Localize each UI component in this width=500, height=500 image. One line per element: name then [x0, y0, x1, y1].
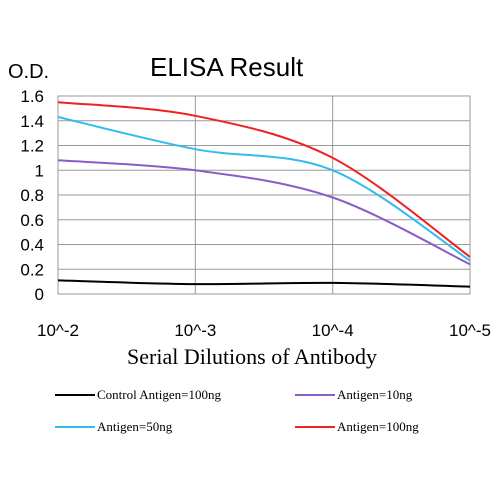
x-tick-label: 10^-4	[312, 321, 354, 340]
y-tick-label: 0.8	[20, 186, 44, 205]
x-tick-label: 10^-5	[449, 321, 491, 340]
y-tick-label: 1	[35, 161, 44, 180]
y-tick-label: 1.4	[20, 112, 44, 131]
series-line-1	[57, 159, 471, 266]
plot-area: 0 0.2 0.4 0.6 0.8 1 1.2 1.4 1.6 10^-2 10^-3 10^-4 10…	[20, 87, 491, 340]
series-line-3	[57, 101, 471, 258]
y-tick-label: 1.2	[20, 137, 44, 156]
legend-label: Antigen=100ng	[337, 419, 419, 434]
series-line-2	[57, 116, 471, 262]
y-tick-label: 0.2	[20, 260, 44, 279]
chart-title: ELISA Result	[150, 52, 304, 82]
y-tick-label: 1.6	[20, 87, 44, 106]
plot-frame	[57, 95, 471, 295]
legend-label: Control Antigen=100ng	[97, 387, 221, 402]
y-tick-label: 0.6	[20, 211, 44, 230]
y-tick-label: 0.4	[20, 236, 44, 255]
x-tick-label: 10^-2	[37, 321, 79, 340]
series-line-0	[57, 279, 471, 288]
x-tick-label: 10^-3	[174, 321, 216, 340]
y-axis-label: O.D.	[8, 61, 49, 83]
legend-label: Antigen=10ng	[337, 387, 413, 402]
legend-label: Antigen=50ng	[97, 419, 173, 434]
y-tick-label: 0	[35, 285, 44, 304]
legend: Control Antigen=100ng Antigen=10ng Antigen…	[55, 387, 419, 434]
x-axis-title: Serial Dilutions of Antibody	[127, 344, 377, 369]
